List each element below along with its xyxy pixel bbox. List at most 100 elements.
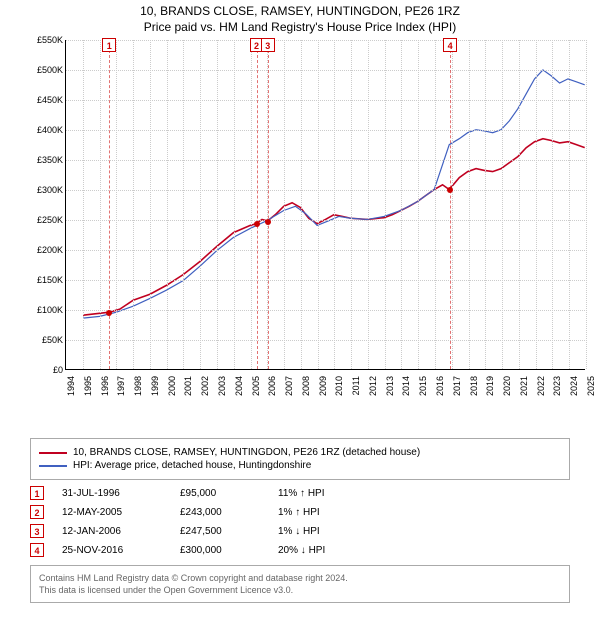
gridline-h	[66, 70, 585, 71]
transaction-price: £243,000	[180, 507, 260, 518]
page-subtitle: Price paid vs. HM Land Registry's House …	[0, 18, 600, 40]
y-axis-label: £150K	[31, 275, 63, 285]
y-axis-label: £500K	[31, 65, 63, 75]
gridline-v	[251, 40, 252, 369]
transaction-date: 25-NOV-2016	[62, 545, 162, 556]
gridline-v	[284, 40, 285, 369]
marker-line	[109, 40, 110, 369]
transaction-badge: 4	[30, 543, 44, 557]
y-axis-label: £0	[31, 365, 63, 375]
gridline-v	[133, 40, 134, 369]
gridline-v	[519, 40, 520, 369]
gridline-v	[150, 40, 151, 369]
transaction-hpi: 11% ↑ HPI	[278, 488, 358, 499]
y-axis-label: £350K	[31, 155, 63, 165]
gridline-v	[485, 40, 486, 369]
legend-swatch	[39, 452, 67, 454]
y-axis-label: £400K	[31, 125, 63, 135]
transaction-row: 4 25-NOV-2016 £300,000 20% ↓ HPI	[30, 543, 570, 557]
marker-badge: 4	[443, 38, 457, 52]
gridline-v	[116, 40, 117, 369]
transaction-row: 3 12-JAN-2006 £247,500 1% ↓ HPI	[30, 524, 570, 538]
gridline-h	[66, 280, 585, 281]
footer-line: Contains HM Land Registry data © Crown c…	[39, 572, 561, 584]
gridline-h	[66, 220, 585, 221]
y-axis-label: £250K	[31, 215, 63, 225]
gridline-v	[368, 40, 369, 369]
gridline-h	[66, 40, 585, 41]
transaction-table: 1 31-JUL-1996 £95,000 11% ↑ HPI 2 12-MAY-2005…	[30, 486, 570, 557]
gridline-v	[502, 40, 503, 369]
transaction-price: £247,500	[180, 526, 260, 537]
legend-row: 10, BRANDS CLOSE, RAMSEY, HUNTINGDON, PE…	[39, 447, 561, 458]
transaction-hpi: 20% ↓ HPI	[278, 545, 358, 556]
y-axis-label: £50K	[31, 335, 63, 345]
gridline-v	[569, 40, 570, 369]
gridline-v	[385, 40, 386, 369]
gridline-v	[183, 40, 184, 369]
marker-line	[268, 40, 269, 369]
plot-area: £0£50K£100K£150K£200K£250K£300K£350K£400…	[65, 40, 585, 370]
gridline-v	[401, 40, 402, 369]
marker-badge: 1	[102, 38, 116, 52]
gridline-v	[452, 40, 453, 369]
gridline-h	[66, 340, 585, 341]
marker-dot	[265, 219, 271, 225]
marker-dot	[106, 310, 112, 316]
y-axis-label: £550K	[31, 35, 63, 45]
page-title: 10, BRANDS CLOSE, RAMSEY, HUNTINGDON, PE…	[0, 0, 600, 18]
legend-text: HPI: Average price, detached house, Hunt…	[73, 460, 311, 471]
transaction-badge: 3	[30, 524, 44, 538]
gridline-v	[100, 40, 101, 369]
gridline-v	[552, 40, 553, 369]
y-axis-label: £300K	[31, 185, 63, 195]
gridline-v	[217, 40, 218, 369]
gridline-v	[301, 40, 302, 369]
transaction-row: 2 12-MAY-2005 £243,000 1% ↑ HPI	[30, 505, 570, 519]
y-axis-label: £100K	[31, 305, 63, 315]
gridline-v	[83, 40, 84, 369]
attribution-footer: Contains HM Land Registry data © Crown c…	[30, 565, 570, 603]
transaction-hpi: 1% ↑ HPI	[278, 507, 358, 518]
y-axis-label: £200K	[31, 245, 63, 255]
transaction-row: 1 31-JUL-1996 £95,000 11% ↑ HPI	[30, 486, 570, 500]
marker-line	[257, 40, 258, 369]
transaction-badge: 2	[30, 505, 44, 519]
gridline-h	[66, 130, 585, 131]
gridline-v	[435, 40, 436, 369]
legend-swatch	[39, 465, 67, 467]
chart-container: £0 £50K £100K £150K £200K £250K £300K £350K £400…	[30, 40, 590, 400]
gridline-h	[66, 310, 585, 311]
y-axis-label: £450K	[31, 95, 63, 105]
transaction-price: £300,000	[180, 545, 260, 556]
marker-dot	[254, 221, 260, 227]
gridline-v	[334, 40, 335, 369]
gridline-v	[469, 40, 470, 369]
gridline-h	[66, 190, 585, 191]
legend-row: HPI: Average price, detached house, Hunt…	[39, 460, 561, 471]
gridline-v	[418, 40, 419, 369]
transaction-badge: 1	[30, 486, 44, 500]
gridline-v	[200, 40, 201, 369]
marker-line	[450, 40, 451, 369]
transaction-price: £95,000	[180, 488, 260, 499]
legend-text: 10, BRANDS CLOSE, RAMSEY, HUNTINGDON, PE…	[73, 447, 420, 458]
footer-line: This data is licensed under the Open Gov…	[39, 584, 561, 596]
marker-dot	[447, 187, 453, 193]
gridline-v	[586, 40, 587, 369]
line-series	[66, 40, 585, 369]
gridline-h	[66, 160, 585, 161]
gridline-h	[66, 250, 585, 251]
transaction-date: 12-MAY-2005	[62, 507, 162, 518]
transaction-date: 12-JAN-2006	[62, 526, 162, 537]
transaction-hpi: 1% ↓ HPI	[278, 526, 358, 537]
gridline-v	[351, 40, 352, 369]
gridline-v	[536, 40, 537, 369]
gridline-v	[318, 40, 319, 369]
transaction-date: 31-JUL-1996	[62, 488, 162, 499]
gridline-v	[167, 40, 168, 369]
gridline-h	[66, 100, 585, 101]
gridline-v	[234, 40, 235, 369]
legend-box: 10, BRANDS CLOSE, RAMSEY, HUNTINGDON, PE…	[30, 438, 570, 480]
marker-badge: 3	[261, 38, 275, 52]
